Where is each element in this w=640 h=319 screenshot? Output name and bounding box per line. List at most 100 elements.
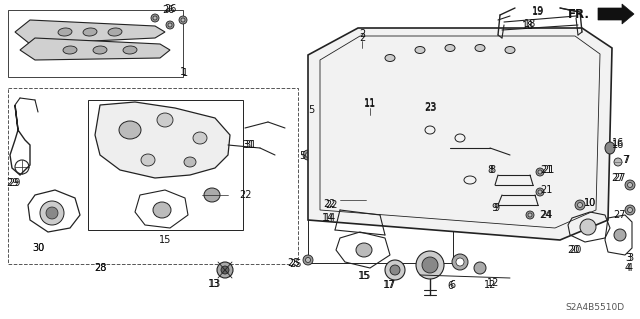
Circle shape xyxy=(390,265,400,275)
Text: 9: 9 xyxy=(493,203,499,213)
Polygon shape xyxy=(308,110,448,202)
Polygon shape xyxy=(15,20,165,44)
Circle shape xyxy=(526,211,534,219)
Text: 26: 26 xyxy=(164,4,176,14)
Bar xyxy=(8,88,298,264)
Text: 15: 15 xyxy=(359,271,371,281)
Circle shape xyxy=(422,257,438,273)
Circle shape xyxy=(625,205,635,215)
Ellipse shape xyxy=(363,169,377,181)
Text: 10: 10 xyxy=(584,198,596,208)
Text: 2: 2 xyxy=(359,33,365,43)
Text: 31: 31 xyxy=(244,140,256,150)
Text: 16: 16 xyxy=(612,140,624,150)
Ellipse shape xyxy=(108,28,122,36)
Bar xyxy=(308,108,453,263)
Text: 20: 20 xyxy=(569,245,581,255)
Ellipse shape xyxy=(93,46,107,54)
Text: 29: 29 xyxy=(6,178,18,188)
Text: 3: 3 xyxy=(627,253,633,263)
Text: 15: 15 xyxy=(159,235,171,245)
Text: 6: 6 xyxy=(447,281,453,291)
Circle shape xyxy=(614,158,622,166)
Circle shape xyxy=(305,152,310,158)
Circle shape xyxy=(416,251,444,279)
Circle shape xyxy=(536,188,544,196)
Circle shape xyxy=(153,16,157,20)
Circle shape xyxy=(627,207,632,212)
Circle shape xyxy=(166,21,174,29)
Text: 2: 2 xyxy=(359,29,365,39)
Text: 22: 22 xyxy=(324,199,336,209)
Ellipse shape xyxy=(157,113,173,127)
Ellipse shape xyxy=(141,154,155,166)
Text: 21: 21 xyxy=(542,165,554,175)
Text: 27: 27 xyxy=(612,173,624,183)
Circle shape xyxy=(577,203,582,207)
Text: 27: 27 xyxy=(614,173,627,183)
Text: 25: 25 xyxy=(289,259,301,269)
Circle shape xyxy=(614,229,626,241)
Ellipse shape xyxy=(356,243,372,257)
Polygon shape xyxy=(20,38,170,60)
Text: 23: 23 xyxy=(424,103,436,113)
Text: 19: 19 xyxy=(532,6,544,16)
Text: 7: 7 xyxy=(622,155,628,165)
Circle shape xyxy=(168,23,172,27)
Circle shape xyxy=(538,170,542,174)
Circle shape xyxy=(625,180,635,190)
Text: 6: 6 xyxy=(449,280,455,290)
Text: 20: 20 xyxy=(567,245,579,255)
Text: 13: 13 xyxy=(209,279,221,289)
Circle shape xyxy=(151,14,159,22)
Ellipse shape xyxy=(123,46,137,54)
Text: 8: 8 xyxy=(487,165,493,175)
Ellipse shape xyxy=(605,142,615,154)
Circle shape xyxy=(303,150,313,160)
Text: 11: 11 xyxy=(364,98,376,108)
Text: 3: 3 xyxy=(625,253,631,263)
Text: 5: 5 xyxy=(308,105,314,115)
Text: 28: 28 xyxy=(94,263,106,273)
Text: 22: 22 xyxy=(326,200,339,210)
Ellipse shape xyxy=(415,47,425,54)
Text: 16: 16 xyxy=(612,138,624,148)
Circle shape xyxy=(40,201,64,225)
Bar xyxy=(8,10,183,77)
Ellipse shape xyxy=(378,132,392,144)
Circle shape xyxy=(416,114,424,122)
Bar xyxy=(88,100,243,230)
Circle shape xyxy=(385,260,405,280)
Circle shape xyxy=(536,168,544,176)
Circle shape xyxy=(528,213,532,217)
Polygon shape xyxy=(308,28,612,240)
Text: 1: 1 xyxy=(182,68,188,78)
Text: FR.: FR. xyxy=(568,8,590,20)
Text: 14: 14 xyxy=(324,213,336,223)
Ellipse shape xyxy=(385,55,395,62)
Text: 18: 18 xyxy=(522,21,534,31)
Circle shape xyxy=(217,262,233,278)
Text: 26: 26 xyxy=(162,5,174,15)
Text: 9: 9 xyxy=(491,203,497,213)
Text: 30: 30 xyxy=(32,243,44,253)
Circle shape xyxy=(303,255,313,265)
Polygon shape xyxy=(598,4,634,24)
Ellipse shape xyxy=(340,137,360,153)
Text: 22: 22 xyxy=(239,190,252,200)
Ellipse shape xyxy=(184,157,196,167)
Text: 18: 18 xyxy=(524,19,536,29)
Text: 1: 1 xyxy=(180,67,186,77)
Circle shape xyxy=(181,18,185,22)
Ellipse shape xyxy=(63,46,77,54)
Text: 23: 23 xyxy=(424,102,436,112)
Ellipse shape xyxy=(204,188,220,202)
Text: 21: 21 xyxy=(540,165,552,175)
Ellipse shape xyxy=(153,202,171,218)
Text: 30: 30 xyxy=(32,243,44,253)
Text: 29: 29 xyxy=(8,178,20,188)
Ellipse shape xyxy=(445,44,455,51)
Text: 27: 27 xyxy=(614,210,627,220)
Text: 5: 5 xyxy=(299,151,305,161)
Ellipse shape xyxy=(505,47,515,54)
